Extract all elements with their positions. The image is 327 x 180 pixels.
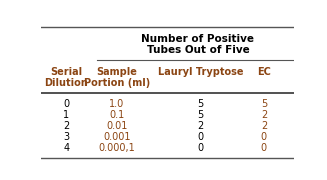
Text: 2: 2 [63,121,69,131]
Text: EC: EC [257,67,271,77]
Text: Dilution: Dilution [44,78,88,88]
Text: Number of Positive: Number of Positive [142,34,254,44]
Text: 2: 2 [198,121,204,131]
Text: Serial: Serial [50,67,82,77]
Text: 0.001: 0.001 [103,132,131,142]
Text: 0: 0 [198,132,204,142]
Text: 0.1: 0.1 [109,110,125,120]
Text: 2: 2 [261,110,267,120]
Text: 1: 1 [63,110,69,120]
Text: 1.0: 1.0 [109,99,125,109]
Text: 0: 0 [261,143,267,153]
Text: 0: 0 [198,143,204,153]
Text: 0: 0 [63,99,69,109]
Text: 0: 0 [261,132,267,142]
Text: Lauryl Tryptose: Lauryl Tryptose [158,67,243,77]
Text: 0.000,1: 0.000,1 [98,143,135,153]
Text: Tubes Out of Five: Tubes Out of Five [146,45,250,55]
Text: 0.01: 0.01 [106,121,128,131]
Text: 4: 4 [63,143,69,153]
Text: 5: 5 [261,99,267,109]
Text: 3: 3 [63,132,69,142]
Text: 2: 2 [261,121,267,131]
Text: 5: 5 [198,110,204,120]
Text: 5: 5 [198,99,204,109]
Text: Portion (ml): Portion (ml) [84,78,150,88]
Text: Sample: Sample [96,67,137,77]
